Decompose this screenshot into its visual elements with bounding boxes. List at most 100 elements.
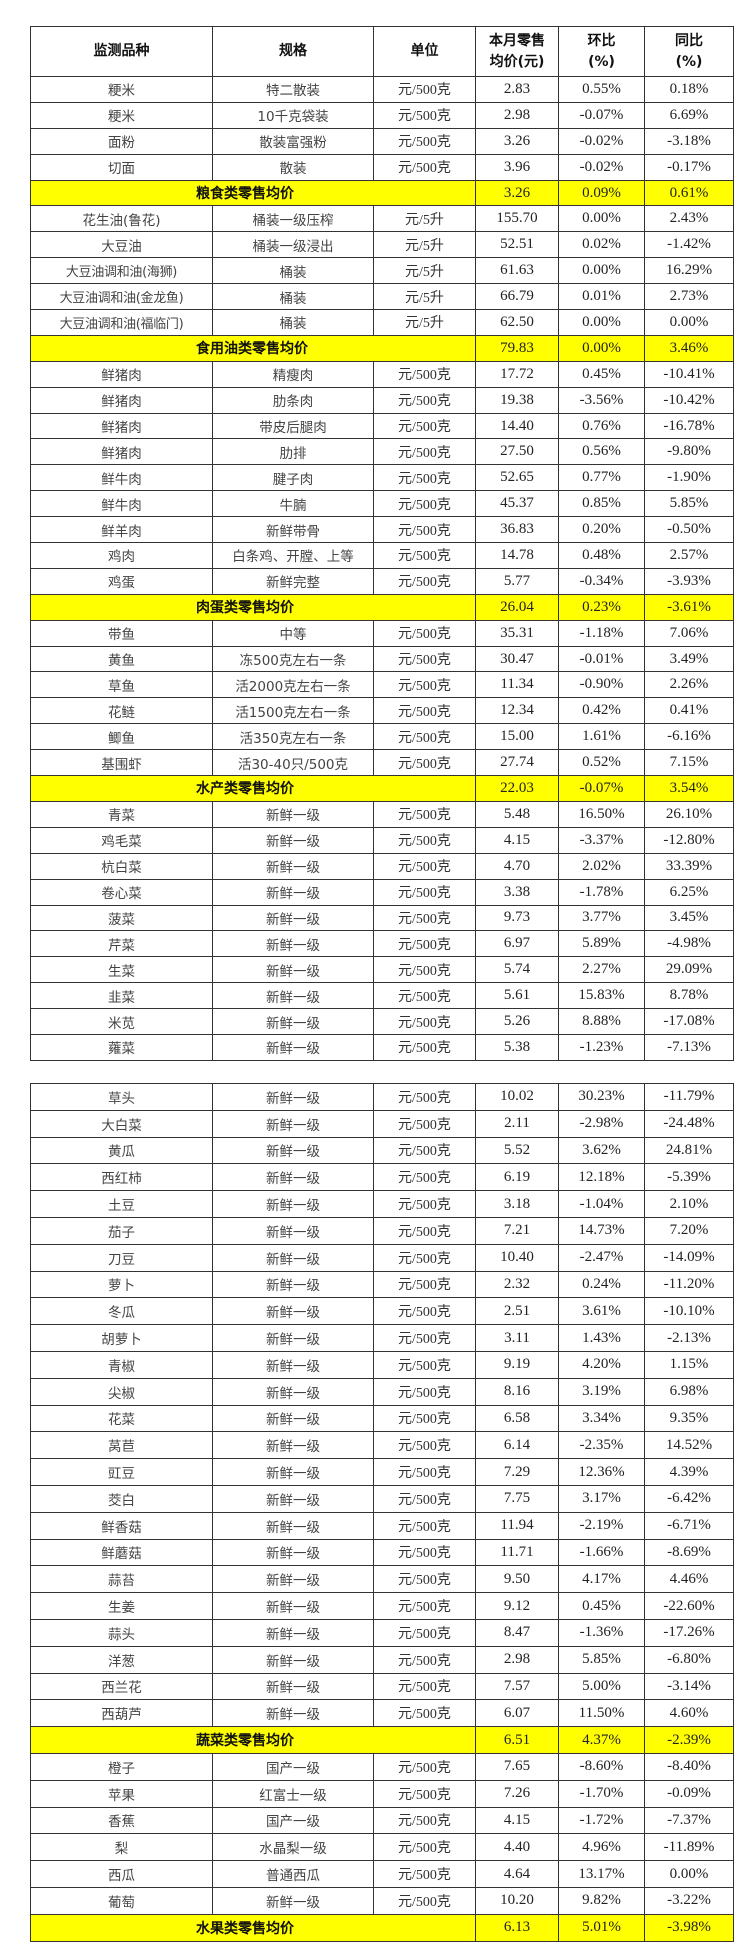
item-spec: 新鲜一级 xyxy=(212,1458,374,1486)
item-mom: 3.19% xyxy=(558,1377,645,1406)
item-spec: 新鲜一级 xyxy=(212,826,374,854)
item-unit: 元/500克 xyxy=(373,1136,476,1165)
item-mom: 0.45% xyxy=(558,1592,645,1620)
item-mom: 14.73% xyxy=(558,1216,645,1245)
summary-mom: 0.09% xyxy=(558,179,645,207)
item-name: 黄鱼 xyxy=(30,645,213,673)
header-yoy-line1: 同比 xyxy=(675,32,703,49)
item-spec: 新鲜一级 xyxy=(212,1431,374,1460)
item-price: 3.18 xyxy=(475,1190,559,1218)
item-price: 15.00 xyxy=(475,723,559,751)
item-unit: 元/500克 xyxy=(373,956,476,984)
item-yoy: 9.35% xyxy=(644,1404,734,1433)
item-name: 胡萝卜 xyxy=(30,1324,213,1352)
item-price: 7.21 xyxy=(475,1216,559,1245)
table-row: 花生油(鲁花) 桶装一级压榨 元/5升 155.70 0.00% 2.43% xyxy=(30,205,734,233)
table-row: 鲜猪肉 精瘦肉 元/500克 17.72 0.45% -10.41% xyxy=(30,360,734,388)
item-yoy: 3.49% xyxy=(644,645,734,673)
item-name: 梨 xyxy=(30,1833,213,1862)
item-name: 大豆油调和油(海狮) xyxy=(30,257,213,285)
item-spec: 10千克袋装 xyxy=(212,101,374,129)
item-price: 8.47 xyxy=(475,1618,559,1647)
item-spec: 中等 xyxy=(212,619,374,647)
item-spec: 肋排 xyxy=(212,438,374,466)
item-yoy: -2.13% xyxy=(644,1324,734,1352)
item-mom: 5.85% xyxy=(558,1645,645,1674)
item-price: 9.12 xyxy=(475,1592,559,1620)
item-spec: 新鲜一级 xyxy=(212,1008,374,1035)
item-spec: 新鲜一级 xyxy=(212,1886,374,1915)
item-name: 西瓜 xyxy=(30,1860,213,1888)
item-yoy: -10.42% xyxy=(644,386,734,414)
item-yoy: 4.60% xyxy=(644,1699,734,1728)
item-name: 香蕉 xyxy=(30,1806,213,1835)
item-mom: 3.34% xyxy=(558,1404,645,1433)
table-row: 芹菜 新鲜一级 元/500克 6.97 5.89% -4.98% xyxy=(30,930,734,958)
item-mom: -1.04% xyxy=(558,1190,645,1218)
item-unit: 元/500克 xyxy=(373,800,476,828)
price-table-part-1: 监测品种 规格 单位 本月零售 均价(元) 环比 (%) 同比 (%) 粳米 特二散装元… xyxy=(30,26,734,1061)
table-row: 切面 散装 元/500克 3.96 -0.02% -0.17% xyxy=(30,153,734,181)
item-unit: 元/500克 xyxy=(373,1109,476,1138)
item-yoy: -11.89% xyxy=(644,1833,734,1862)
table-row: 生菜 新鲜一级 元/500克 5.74 2.27% 29.09% xyxy=(30,956,734,984)
item-spec: 新鲜一级 xyxy=(212,1243,374,1272)
item-name: 苹果 xyxy=(30,1779,213,1808)
item-unit: 元/500克 xyxy=(373,1033,476,1061)
table-row: 草鱼 活2000克左右一条 元/500克 11.34 -0.90% 2.26% xyxy=(30,671,734,699)
table-row: 蒜苔 新鲜一级 元/500克 9.50 4.17% 4.46% xyxy=(30,1565,734,1594)
item-unit: 元/500克 xyxy=(373,1297,476,1326)
item-name: 鲜牛肉 xyxy=(30,490,213,518)
table-row: 莴苣 新鲜一级 元/500克 6.14 -2.35% 14.52% xyxy=(30,1431,734,1460)
table-row: 卷心菜 新鲜一级 元/500克 3.38 -1.78% 6.25% xyxy=(30,878,734,906)
summary-label: 粮食类零售均价 xyxy=(30,179,476,207)
item-name: 蒜苔 xyxy=(30,1565,213,1594)
item-name: 芹菜 xyxy=(30,930,213,958)
item-mom: 0.42% xyxy=(558,697,645,725)
item-yoy: -6.71% xyxy=(644,1511,734,1540)
item-mom: 5.00% xyxy=(558,1672,645,1701)
item-price: 3.26 xyxy=(475,127,559,155)
item-yoy: 1.15% xyxy=(644,1350,734,1379)
summary-label: 肉蛋类零售均价 xyxy=(30,593,476,621)
header-spec: 规格 xyxy=(212,26,374,77)
item-mom: -0.02% xyxy=(558,153,645,181)
item-price: 5.52 xyxy=(475,1136,559,1165)
item-yoy: 2.73% xyxy=(644,283,734,311)
item-spec: 新鲜一级 xyxy=(212,1377,374,1406)
item-spec: 新鲜一级 xyxy=(212,1324,374,1352)
item-yoy: -8.40% xyxy=(644,1752,734,1781)
item-mom: 3.62% xyxy=(558,1136,645,1165)
item-yoy: -0.50% xyxy=(644,516,734,544)
item-unit: 元/500克 xyxy=(373,982,476,1010)
item-name: 基围虾 xyxy=(30,749,213,777)
item-spec: 新鲜一级 xyxy=(212,1672,374,1701)
item-spec: 新鲜一级 xyxy=(212,1083,374,1111)
table-row: 草头 新鲜一级 元/500克 10.02 30.23% -11.79% xyxy=(30,1083,734,1111)
item-mom: 0.20% xyxy=(558,516,645,544)
item-mom: 15.83% xyxy=(558,982,645,1010)
item-unit: 元/500克 xyxy=(373,1752,476,1781)
item-name: 生姜 xyxy=(30,1592,213,1620)
item-name: 鲜猪肉 xyxy=(30,360,213,388)
item-mom: 11.50% xyxy=(558,1699,645,1728)
table-row: 西瓜 普通西瓜 元/500克 4.64 13.17% 0.00% xyxy=(30,1860,734,1888)
item-yoy: -11.20% xyxy=(644,1270,734,1299)
item-unit: 元/500克 xyxy=(373,1350,476,1379)
item-name: 鲜牛肉 xyxy=(30,464,213,492)
item-yoy: -6.80% xyxy=(644,1645,734,1674)
item-mom: 0.48% xyxy=(558,542,645,569)
item-price: 36.83 xyxy=(475,516,559,544)
item-name: 菠菜 xyxy=(30,904,213,932)
item-yoy: -6.16% xyxy=(644,723,734,751)
item-yoy: 33.39% xyxy=(644,852,734,880)
item-unit: 元/500克 xyxy=(373,1511,476,1540)
table-row: 大豆油 桶装一级浸出 元/5升 52.51 0.02% -1.42% xyxy=(30,231,734,259)
table-row: 韭菜 新鲜一级 元/500克 5.61 15.83% 8.78% xyxy=(30,982,734,1010)
item-spec: 新鲜一级 xyxy=(212,904,374,932)
item-spec: 新鲜一级 xyxy=(212,1350,374,1379)
table-row: 鸡肉 白条鸡、开膛、上等 元/500克 14.78 0.48% 2.57% xyxy=(30,542,734,569)
item-price: 155.70 xyxy=(475,205,559,233)
item-yoy: -10.10% xyxy=(644,1297,734,1326)
item-mom: 2.27% xyxy=(558,956,645,984)
